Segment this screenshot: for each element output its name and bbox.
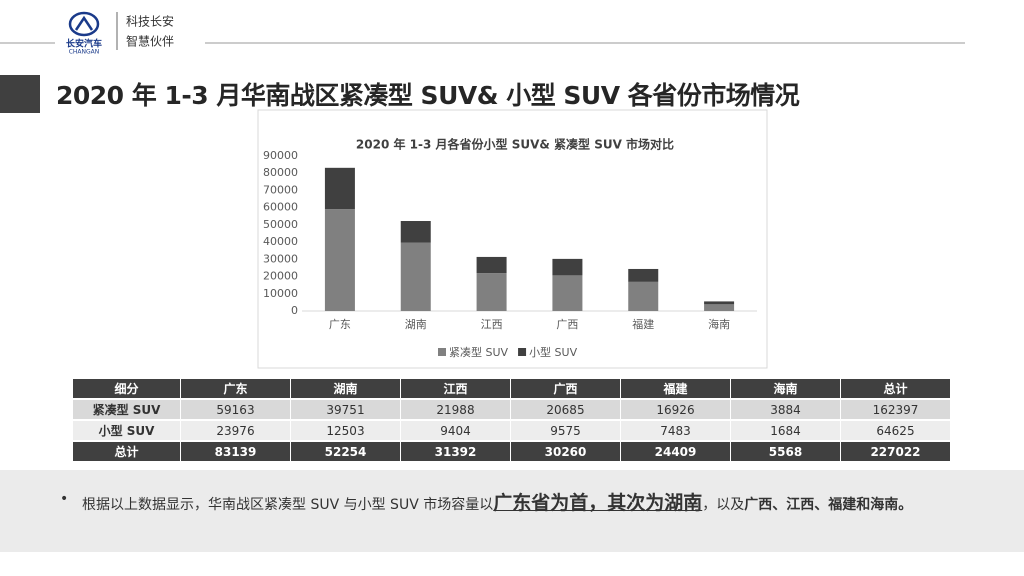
table-cell: 广西 bbox=[511, 379, 620, 398]
x-tick-label: 湖南 bbox=[405, 318, 427, 331]
table-cell: 3884 bbox=[731, 400, 840, 419]
bar-segment bbox=[704, 301, 735, 305]
legend-swatch bbox=[518, 348, 527, 356]
note-text: ，以及 bbox=[702, 497, 745, 513]
table-cell: 细分 bbox=[73, 379, 180, 398]
logo-text: 长安汽车 bbox=[66, 38, 102, 50]
table-cell: 小型 SUV bbox=[73, 421, 180, 440]
y-tick-label: 0 bbox=[291, 304, 298, 317]
y-tick-label: 40000 bbox=[263, 235, 298, 248]
table-row: 总计 83139 52254 31392 30260 24409 5568 227022 bbox=[73, 442, 950, 461]
table-cell: 59163 bbox=[181, 400, 290, 419]
y-tick-label: 10000 bbox=[263, 287, 298, 300]
bar-segment bbox=[324, 167, 355, 210]
table-cell: 31392 bbox=[401, 442, 510, 461]
logo-en: CHANGAN bbox=[69, 49, 100, 56]
table-cell: 12503 bbox=[291, 421, 400, 440]
table-cell: 16926 bbox=[621, 400, 730, 419]
table-cell: 湖南 bbox=[291, 379, 400, 398]
bar-segment bbox=[628, 268, 659, 282]
legend-label: 紧凑型 SUV bbox=[449, 345, 509, 359]
note-text: 根据以上数据显示，华南战区紧凑型 SUV 与小型 SUV 市场容量以 bbox=[82, 497, 494, 513]
table-cell: 1684 bbox=[731, 421, 840, 440]
chart: 2020 年 1-3 月各省份小型 SUV& 紧凑型 SUV 市场对比 0 1000… bbox=[263, 137, 757, 359]
summary: • 根据以上数据显示，华南战区紧凑型 SUV 与小型 SUV 市场容量以广东省为… bbox=[60, 491, 913, 514]
x-tick-label: 广东 bbox=[329, 318, 351, 331]
table-cell: 39751 bbox=[291, 400, 400, 419]
legend-label: 小型 SUV bbox=[529, 345, 578, 359]
bar-segment bbox=[552, 258, 583, 276]
table-cell: 9404 bbox=[401, 421, 510, 440]
table-cell: 52254 bbox=[291, 442, 400, 461]
bar-segment bbox=[476, 273, 507, 311]
table-cell: 162397 bbox=[841, 400, 950, 419]
y-tick-label: 80000 bbox=[263, 166, 298, 179]
legend-swatch bbox=[438, 348, 446, 356]
table-cell: 5568 bbox=[731, 442, 840, 461]
slide-title: 2020 年 1-3 月华南战区紧凑型 SUV& 小型 SUV 各省份市场情况 bbox=[56, 81, 800, 110]
table-cell: 30260 bbox=[511, 442, 620, 461]
table-cell: 23976 bbox=[181, 421, 290, 440]
table-cell: 紧凑型 SUV bbox=[73, 400, 180, 419]
table-cell: 广东 bbox=[181, 379, 290, 398]
chart-title: 2020 年 1-3 月各省份小型 SUV& 紧凑型 SUV 市场对比 bbox=[356, 137, 674, 152]
table-cell: 21988 bbox=[401, 400, 510, 419]
table-cell: 福建 bbox=[621, 379, 730, 398]
bar-segment bbox=[400, 221, 431, 243]
bar-segment bbox=[628, 281, 659, 311]
table-cell: 海南 bbox=[731, 379, 840, 398]
x-tick-label: 广西 bbox=[556, 318, 578, 331]
table-cell: 64625 bbox=[841, 421, 950, 440]
table-cell: 9575 bbox=[511, 421, 620, 440]
bar-segment bbox=[704, 304, 735, 311]
table-cell: 24409 bbox=[621, 442, 730, 461]
note-tail: 广西、江西、福建和海南。 bbox=[744, 497, 913, 513]
y-tick-label: 60000 bbox=[263, 201, 298, 214]
table-cell: 总计 bbox=[841, 379, 950, 398]
x-tick-label: 海南 bbox=[708, 317, 730, 331]
summary-panel bbox=[0, 470, 1024, 552]
bar-segment bbox=[400, 242, 431, 311]
bar-segment bbox=[552, 275, 583, 311]
table-cell: 227022 bbox=[841, 442, 950, 461]
table-cell: 江西 bbox=[401, 379, 510, 398]
x-tick-label: 江西 bbox=[481, 318, 503, 331]
table-cell: 总计 bbox=[73, 442, 180, 461]
table-row: 小型 SUV 23976 12503 9404 9575 7483 1684 64625 bbox=[73, 421, 950, 440]
y-tick-label: 30000 bbox=[263, 252, 298, 265]
y-tick-label: 50000 bbox=[263, 218, 298, 231]
bar-segment bbox=[324, 209, 355, 311]
table-cell: 20685 bbox=[511, 400, 620, 419]
x-tick-label: 福建 bbox=[632, 317, 654, 331]
slogan: 科技长安 bbox=[126, 14, 174, 29]
table-row: 细分 广东 湖南 江西 广西 福建 海南 总计 bbox=[73, 379, 950, 398]
table-row: 紧凑型 SUV 59163 39751 21988 20685 16926 3884 1623… bbox=[73, 400, 950, 419]
table-cell: 7483 bbox=[621, 421, 730, 440]
y-tick-label: 20000 bbox=[263, 270, 298, 283]
slogan: 智慧伙伴 bbox=[126, 34, 174, 49]
bar-segment bbox=[476, 256, 507, 274]
y-tick-label: 90000 bbox=[263, 149, 298, 162]
data-table: 细分 广东 湖南 江西 广西 福建 海南 总计 紧凑型 SUV 59163 39751 21988 20… bbox=[72, 377, 951, 463]
y-tick-label: 70000 bbox=[263, 183, 298, 196]
table-cell: 83139 bbox=[181, 442, 290, 461]
note-emphasis: 广东省为首，其次为湖南 bbox=[493, 492, 703, 514]
